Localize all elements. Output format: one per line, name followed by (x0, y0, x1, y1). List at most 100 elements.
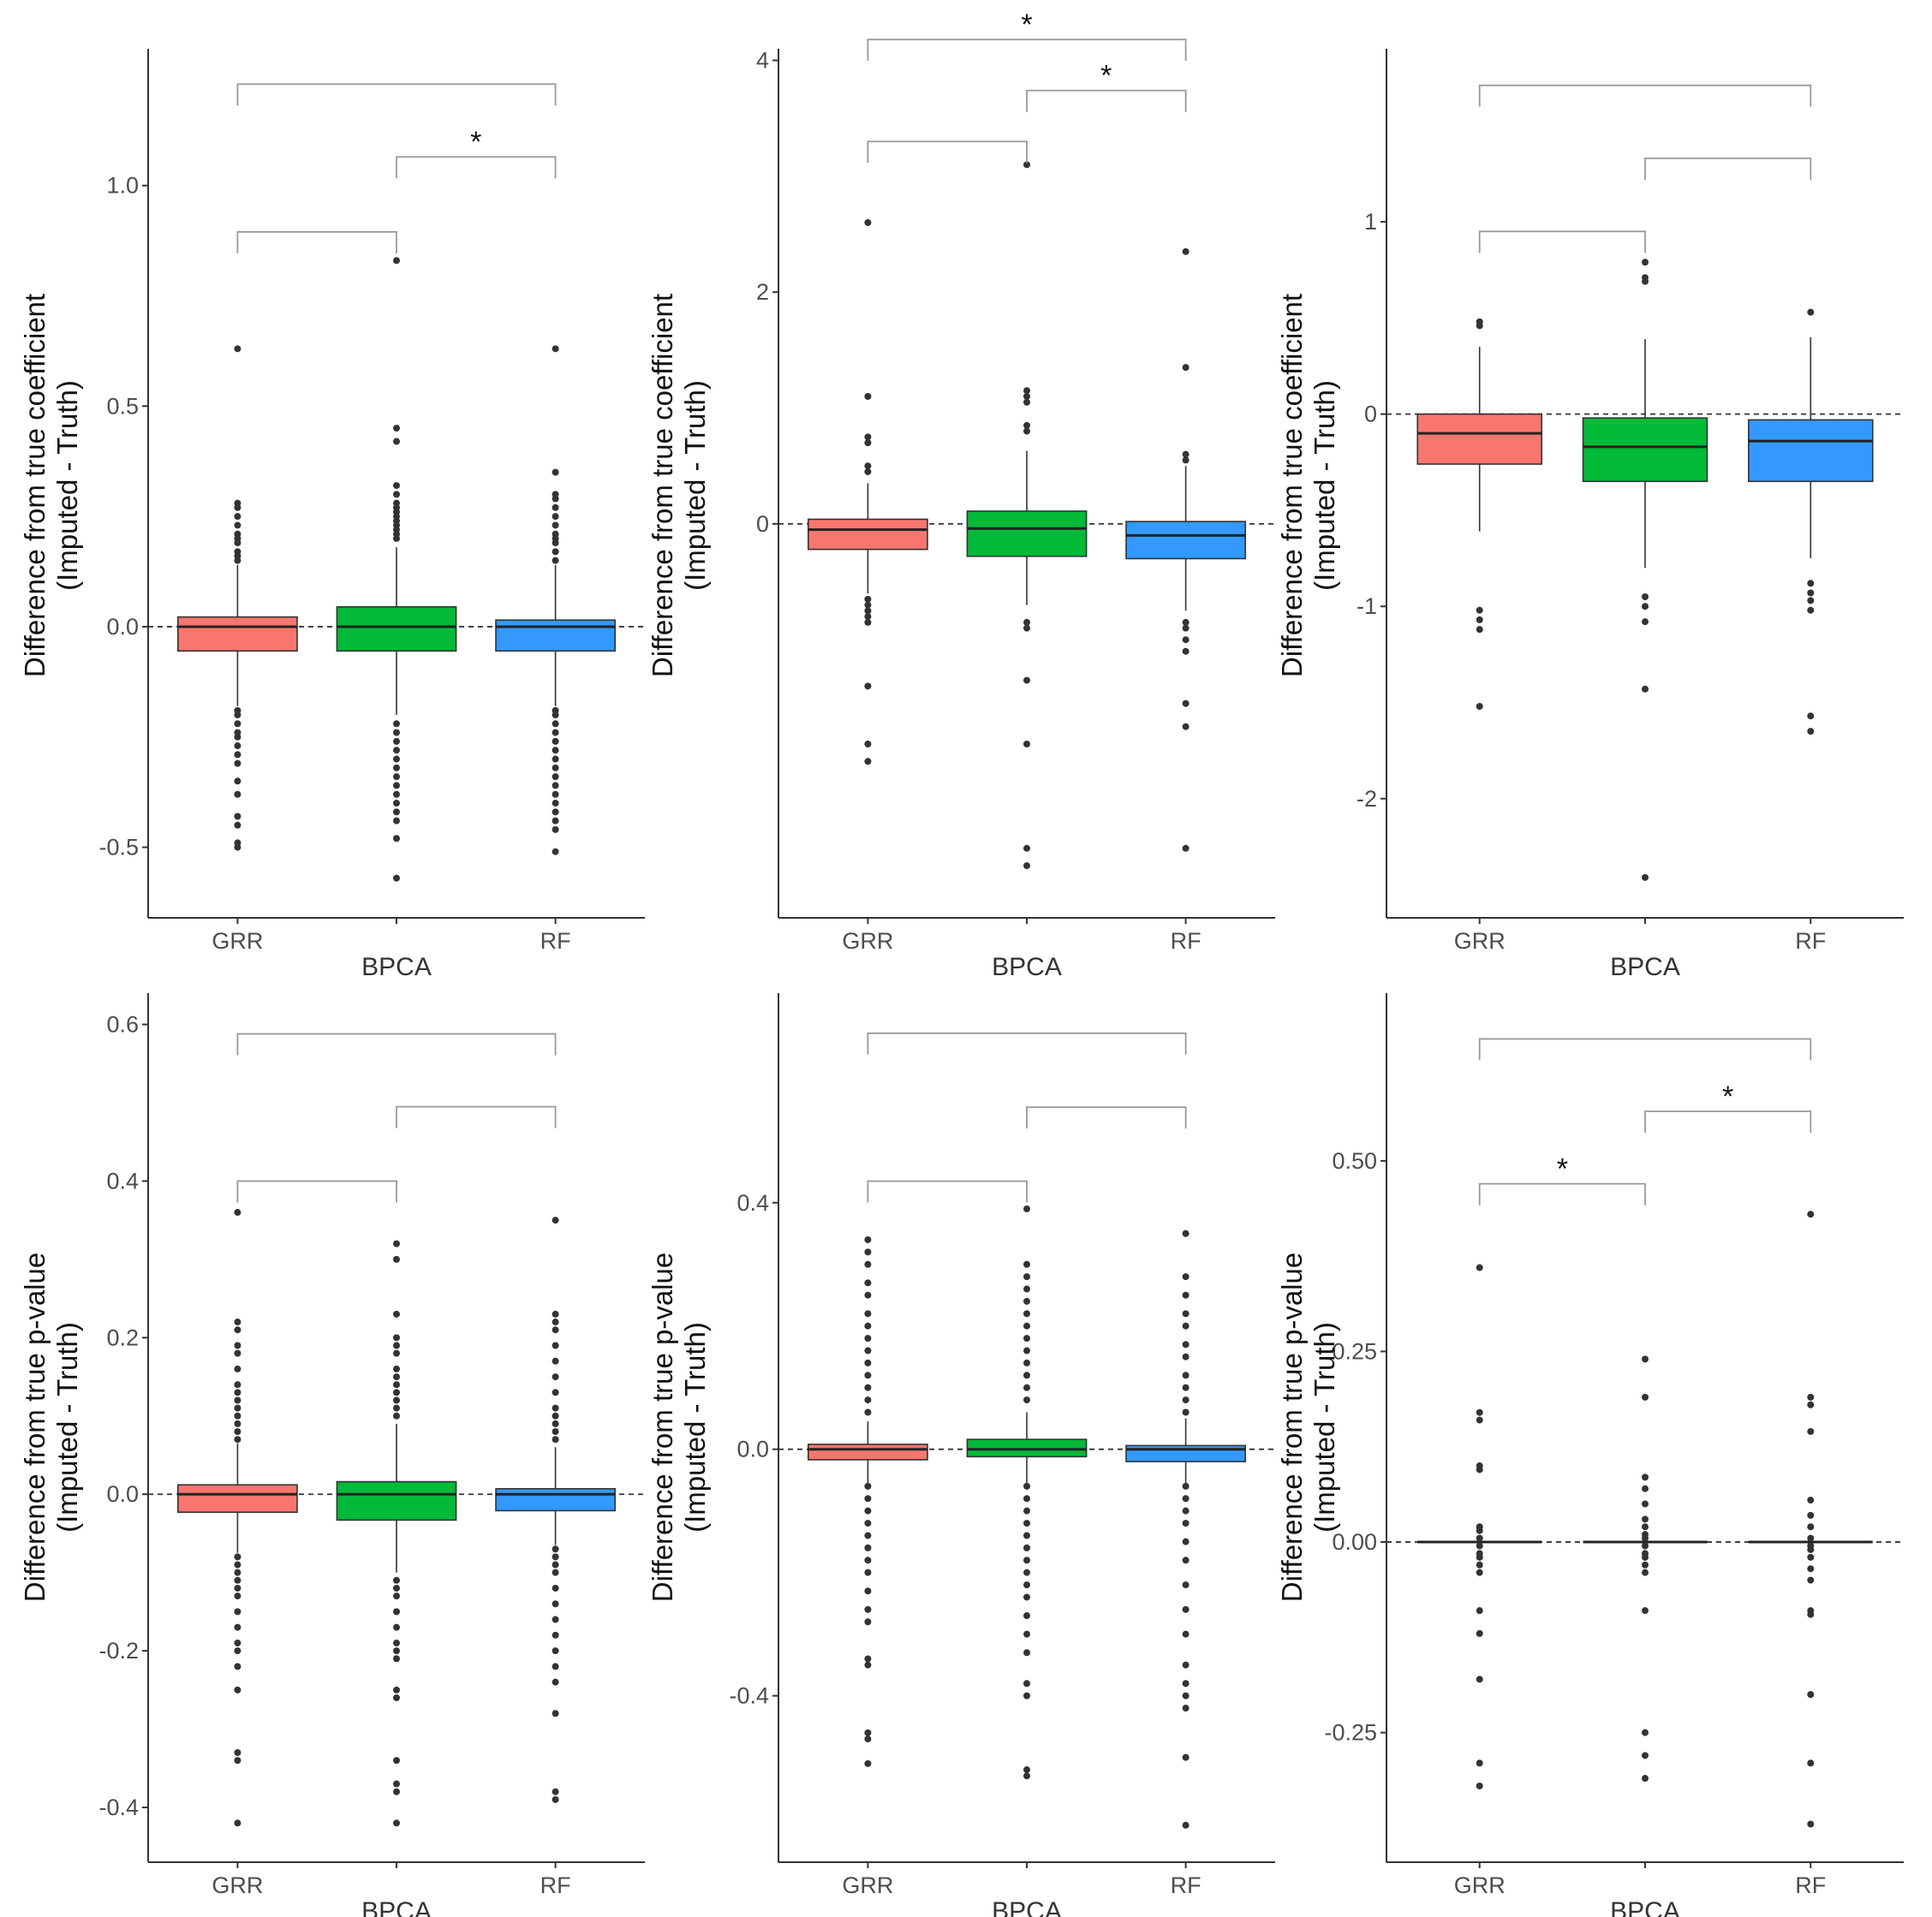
outlier-point (552, 747, 559, 754)
y-axis-label-line: Difference from true p-value (1276, 1253, 1308, 1602)
outlier-point (1807, 308, 1815, 316)
outlier-point (234, 742, 242, 750)
outlier-point (1807, 580, 1815, 587)
outlier-point (864, 1507, 872, 1515)
outlier-point (1642, 1534, 1649, 1542)
outlier-point (393, 1623, 400, 1631)
outlier-point (1182, 1507, 1190, 1515)
significance-label: * (1021, 9, 1032, 41)
y-tick-label: 0 (756, 511, 769, 537)
outlier-point (552, 1553, 559, 1561)
significance-bracket (1478, 1182, 1646, 1206)
outlier-point (552, 764, 559, 771)
outlier-point (864, 1372, 872, 1379)
outlier-point (864, 1759, 872, 1767)
outlier-point (1642, 1729, 1649, 1736)
outlier-point (1182, 1408, 1190, 1416)
y-tick-label: -0.2 (98, 1638, 139, 1664)
significance-bracket (236, 83, 557, 106)
outlier-point (1182, 1353, 1190, 1360)
outlier-point (1642, 277, 1649, 285)
outlier-point (1182, 700, 1190, 707)
outlier-point (234, 1326, 242, 1334)
significance-label: * (1100, 60, 1112, 92)
outlier-point (552, 548, 559, 556)
outlier-point (393, 482, 400, 490)
outlier-point (234, 1639, 242, 1646)
x-tick-label: RF (1795, 1872, 1826, 1898)
outlier-point (864, 601, 872, 609)
outlier-point (1476, 1607, 1483, 1615)
iqr-box (336, 605, 457, 652)
outlier-point (234, 813, 242, 820)
outlier-point (1642, 1752, 1649, 1759)
outlier-point (864, 758, 872, 765)
y-axis-label-line: (Imputed - Truth) (51, 380, 83, 591)
outlier-point (393, 747, 400, 754)
y-axis-label-line: Difference from true p-value (19, 1253, 51, 1602)
outlier-point (552, 495, 559, 503)
outlier-point (552, 1428, 559, 1436)
y-tick-label: 2 (756, 279, 769, 305)
outlier-point (393, 1349, 400, 1357)
outlier-point (552, 1319, 559, 1326)
outlier-point (864, 1408, 872, 1416)
outlier-point (393, 1381, 400, 1389)
outlier-point (864, 1396, 872, 1404)
outlier-point (552, 720, 559, 728)
outlier-point (1023, 1495, 1030, 1503)
outlier-point (1023, 1507, 1030, 1515)
outlier-point (234, 1436, 242, 1444)
outlier-point (1807, 589, 1815, 597)
outlier-point (393, 737, 400, 745)
significance-bracket (867, 1180, 1028, 1203)
outlier-point (552, 782, 559, 789)
outlier-point (552, 557, 559, 564)
outlier-point (393, 1584, 400, 1592)
iqr-box (177, 616, 298, 652)
significance-bracket (236, 1033, 557, 1056)
outlier-point (1476, 616, 1483, 623)
panel-bottom-middle: -0.4 0.0 0.4 GRR RF BPCA Difference from true … (647, 993, 1275, 1917)
outlier-point (864, 741, 872, 747)
y-tick-label: 0.0 (106, 1481, 139, 1507)
outlier-point (1023, 1544, 1030, 1551)
iqr-box (966, 510, 1088, 557)
outlier-point (552, 1561, 559, 1569)
outlier-point (1476, 1534, 1483, 1542)
outlier-point (552, 468, 559, 476)
outlier-point (234, 821, 242, 829)
outlier-point (552, 800, 559, 807)
outlier-point (1023, 1347, 1030, 1354)
outlier-point (1476, 702, 1483, 710)
outlier-point (393, 1404, 400, 1412)
outlier-point (1182, 247, 1190, 255)
box-rf (1125, 1229, 1246, 1829)
outlier-point (234, 711, 242, 718)
outlier-point (393, 1334, 400, 1342)
outlier-point (864, 433, 872, 441)
box-bpca (336, 257, 457, 882)
outlier-point (234, 1319, 242, 1326)
outlier-point (234, 539, 242, 547)
significance-bracket (396, 1105, 557, 1128)
significance-label: * (1557, 1153, 1568, 1186)
outlier-point (552, 1600, 559, 1608)
outlier-point (1807, 1576, 1815, 1584)
outlier-point (234, 1209, 242, 1217)
outlier-point (234, 720, 242, 728)
y-tick-label: -0.4 (729, 1683, 769, 1709)
significance-bracket (1644, 158, 1812, 180)
y-tick-label: 0.5 (106, 393, 139, 419)
y-axis-label: Difference from true coefficient(Imputed… (19, 294, 83, 677)
outlier-point (1182, 1341, 1190, 1348)
outlier-point (1182, 618, 1190, 626)
outlier-point (1807, 1497, 1815, 1504)
outlier-point (1023, 398, 1030, 406)
outlier-point (1182, 1495, 1190, 1503)
outlier-point (1182, 1384, 1190, 1391)
outlier-point (552, 345, 559, 353)
outlier-point (393, 1576, 400, 1584)
outlier-point (1476, 1416, 1483, 1424)
box-rf (495, 345, 616, 855)
